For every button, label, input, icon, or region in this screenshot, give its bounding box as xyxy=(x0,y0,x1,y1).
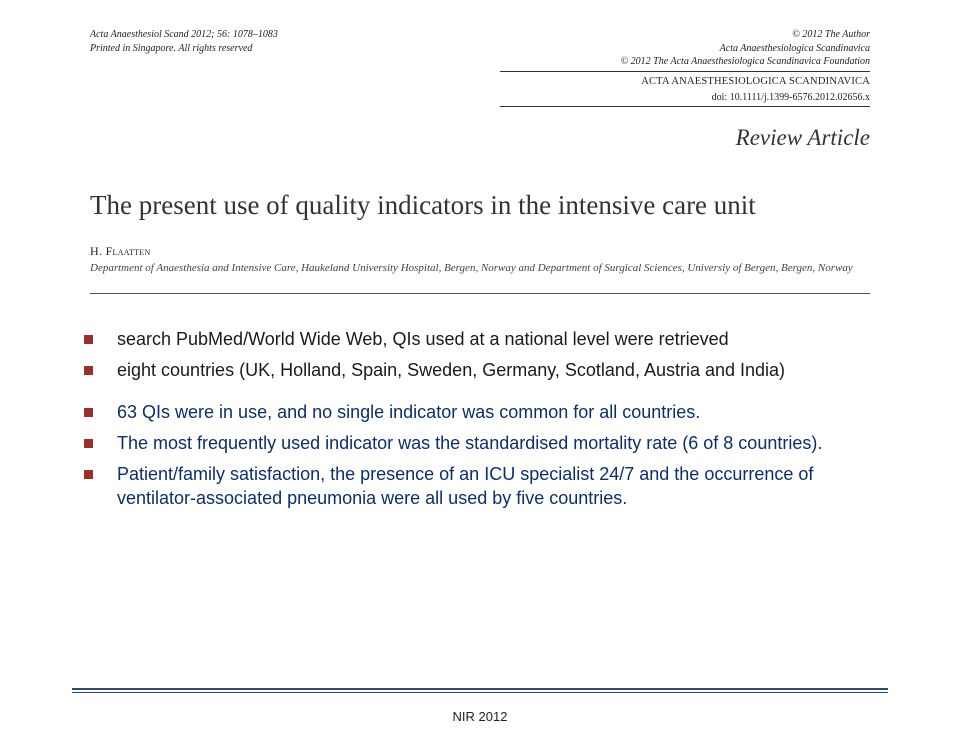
citation-line: Acta Anaesthesiol Scand 2012; 56: 1078–1… xyxy=(90,28,278,42)
print-line: Printed in Singapore. All rights reserve… xyxy=(90,42,278,56)
bullet-icon xyxy=(84,366,93,375)
meta-left: Acta Anaesthesiol Scand 2012; 56: 1078–1… xyxy=(90,28,278,109)
bullet-icon xyxy=(84,408,93,417)
bullet-icon xyxy=(84,470,93,479)
copyright-foundation: © 2012 The Acta Anaesthesiologica Scandi… xyxy=(500,55,870,69)
header-rule xyxy=(90,293,870,294)
bullet-text: search PubMed/World Wide Web, QIs used a… xyxy=(117,328,729,352)
author-block: H. Flaatten Department of Anaesthesia an… xyxy=(0,224,960,285)
meta-right: © 2012 The Author Acta Anaesthesiologica… xyxy=(500,28,870,109)
meta-divider-top xyxy=(500,71,870,72)
bullet-list: search PubMed/World Wide Web, QIs used a… xyxy=(80,328,880,511)
paper-header: Acta Anaesthesiol Scand 2012; 56: 1078–1… xyxy=(0,0,960,151)
journal-italic: Acta Anaesthesiologica Scandinavica xyxy=(500,42,870,56)
meta-divider-bottom xyxy=(500,106,870,107)
list-item: 63 QIs were in use, and no single indica… xyxy=(80,401,880,425)
bullet-icon xyxy=(84,439,93,448)
bullet-text: Patient/family satisfaction, the presenc… xyxy=(117,463,880,511)
bullet-icon xyxy=(84,335,93,344)
list-gap xyxy=(80,389,880,401)
author-affiliation: Department of Anaesthesia and Intensive … xyxy=(90,261,870,275)
footer-rule-thin xyxy=(72,692,888,693)
doi: doi: 10.1111/j.1399-6576.2012.02656.x xyxy=(500,91,870,105)
bullet-text: The most frequently used indicator was t… xyxy=(117,432,822,456)
list-item: Patient/family satisfaction, the presenc… xyxy=(80,463,880,511)
bullet-text: 63 QIs were in use, and no single indica… xyxy=(117,401,700,425)
footer-rule xyxy=(72,688,888,690)
footer-label: NIR 2012 xyxy=(0,709,960,724)
author-name: H. Flaatten xyxy=(90,244,870,259)
list-item: eight countries (UK, Holland, Spain, Swe… xyxy=(80,359,880,383)
paper-title: The present use of quality indicators in… xyxy=(0,187,960,223)
journal-name: ACTA ANAESTHESIOLOGICA SCANDINAVICA xyxy=(500,75,870,89)
list-item: The most frequently used indicator was t… xyxy=(80,432,880,456)
bullet-text: eight countries (UK, Holland, Spain, Swe… xyxy=(117,359,785,383)
meta-row: Acta Anaesthesiol Scand 2012; 56: 1078–1… xyxy=(90,28,870,109)
copyright-author: © 2012 The Author xyxy=(500,28,870,42)
section-label: Review Article xyxy=(90,125,870,151)
list-item: search PubMed/World Wide Web, QIs used a… xyxy=(80,328,880,352)
